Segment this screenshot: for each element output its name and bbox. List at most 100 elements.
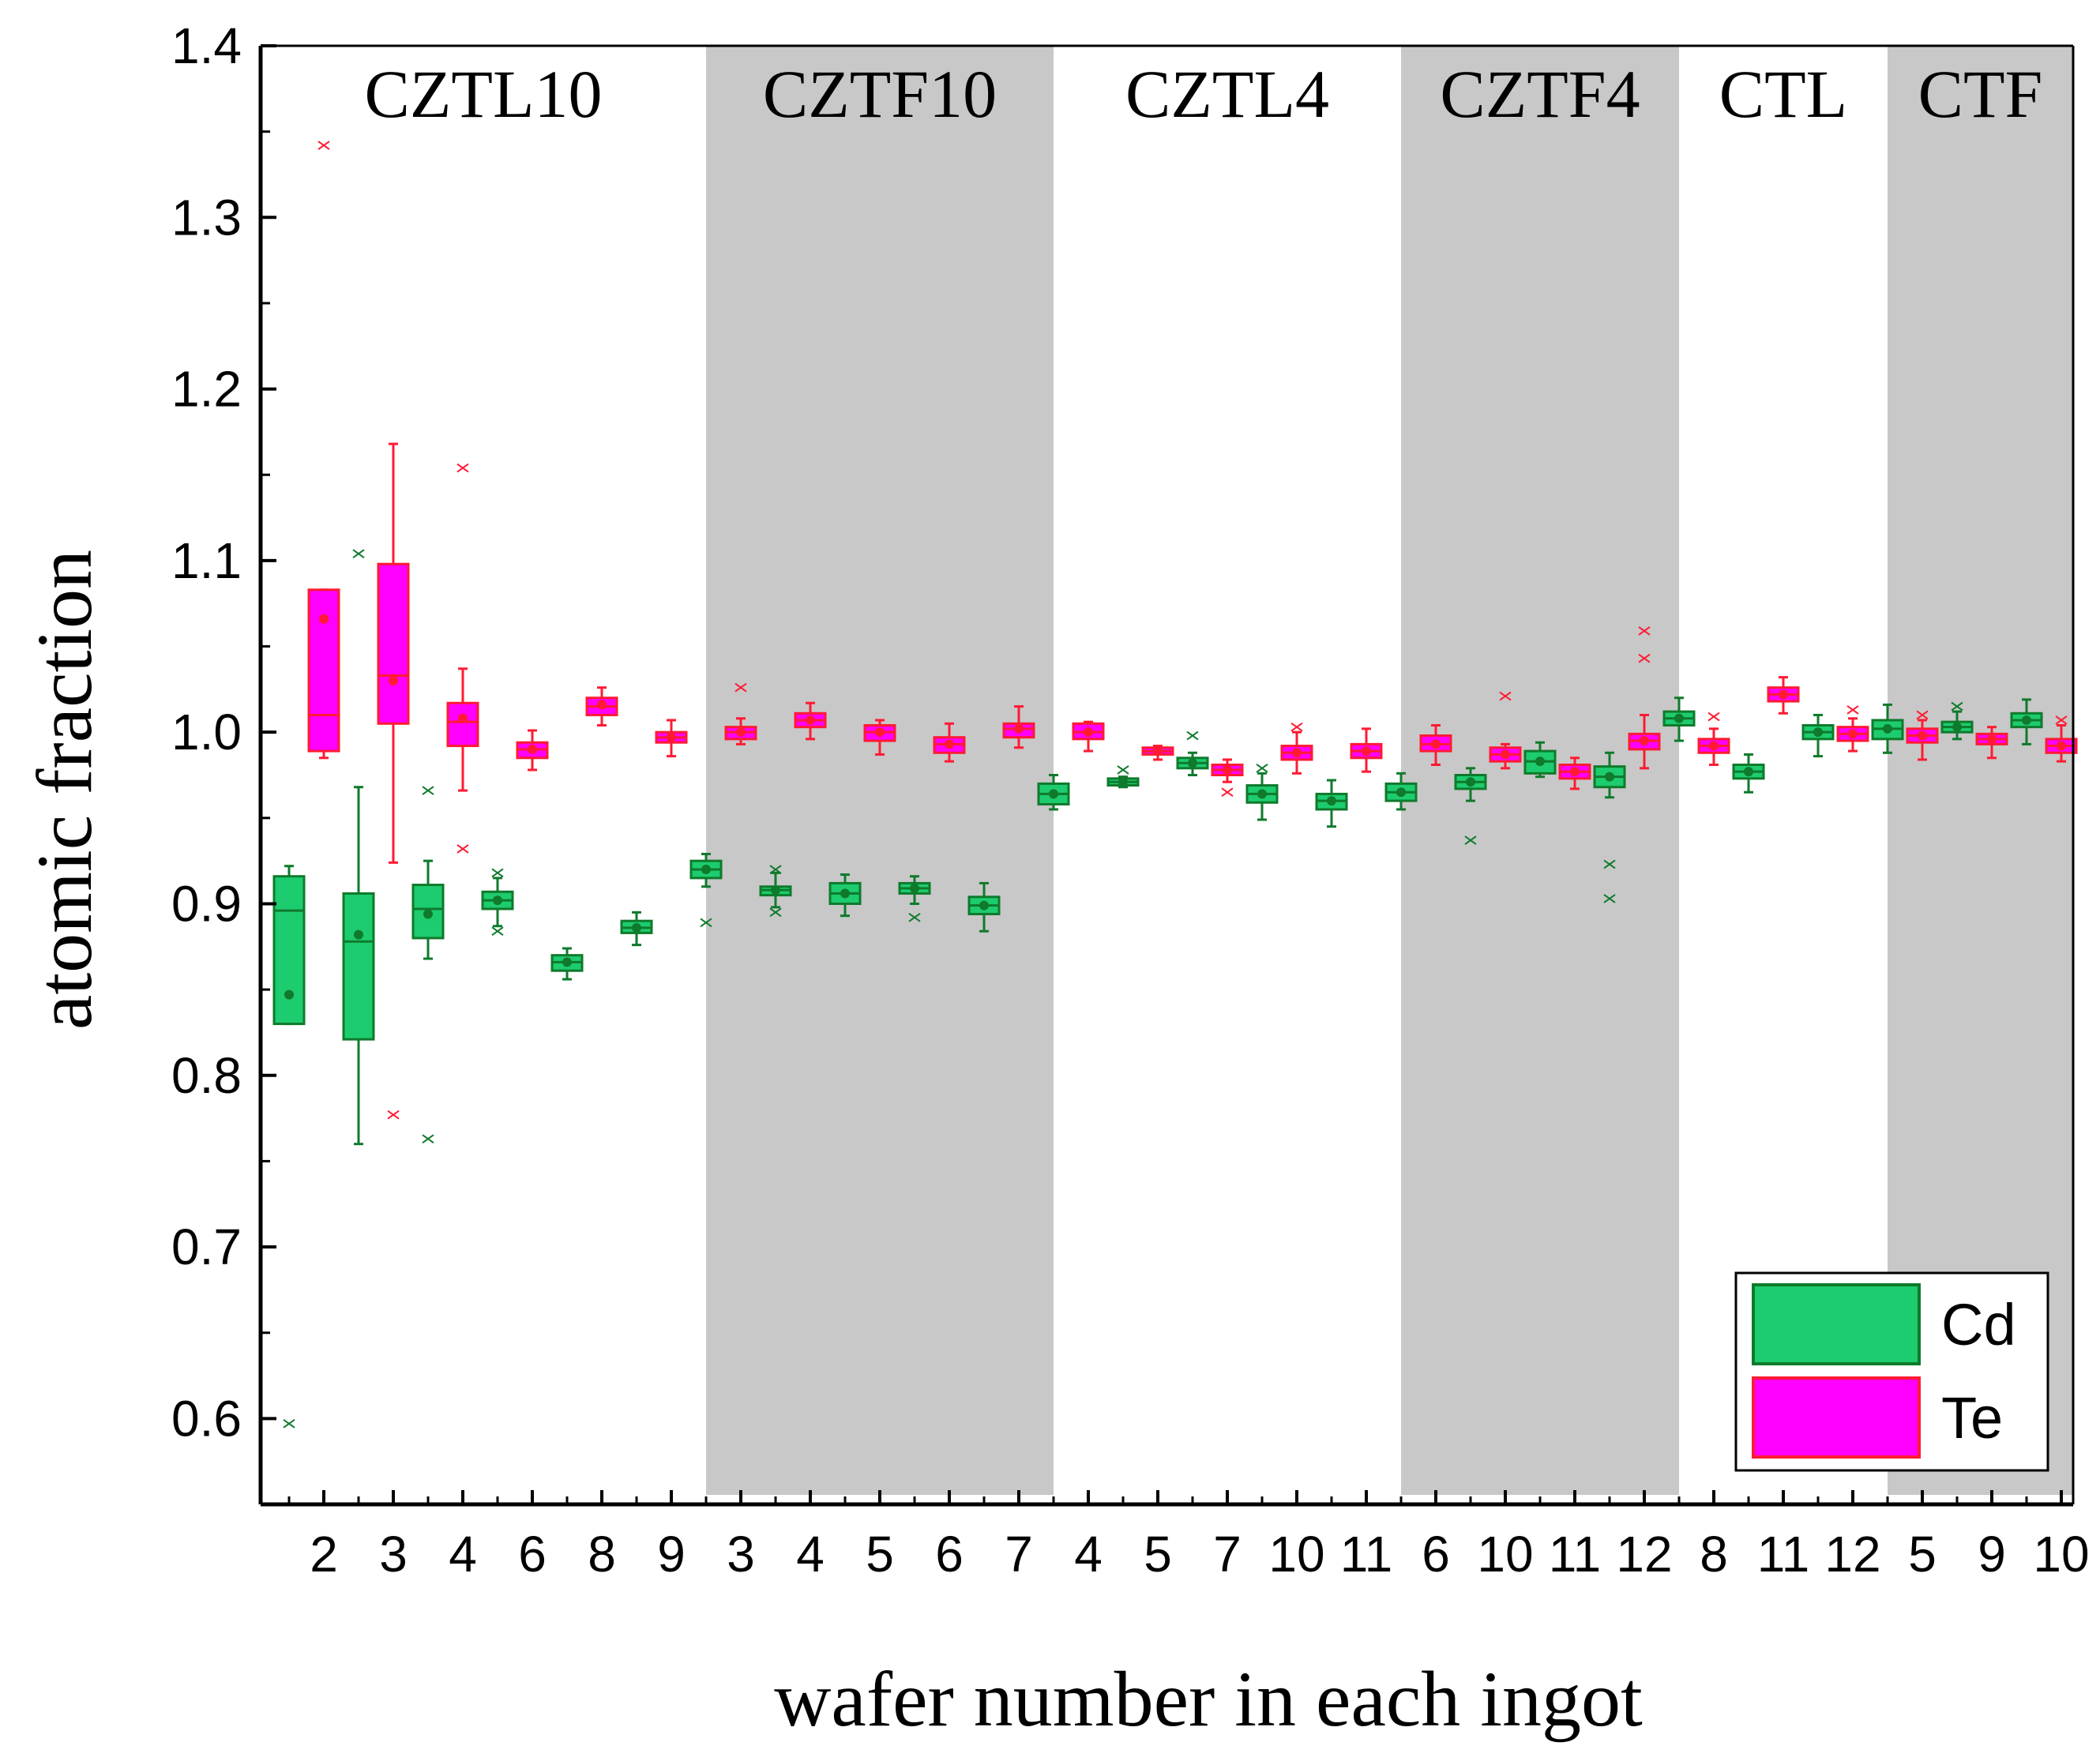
axes-layer [258, 44, 2075, 1507]
box-te-16 [1419, 723, 1452, 766]
mean-marker [910, 883, 919, 893]
y-tick-label: 0.9 [171, 875, 242, 932]
outlier-marker [491, 868, 504, 878]
x-tick-label: 6 [935, 1526, 964, 1583]
legend-swatch-te [1752, 1376, 1921, 1459]
outlier-marker [769, 907, 782, 918]
outlier-marker [1117, 765, 1129, 775]
x-tick-label: 8 [1700, 1526, 1728, 1583]
outlier-marker [456, 844, 469, 854]
mean-marker [1049, 789, 1058, 799]
mean-marker [1014, 723, 1024, 734]
mean-marker [1952, 722, 1962, 732]
legend-label-cd: Cd [1941, 1292, 2016, 1357]
mean-marker [1883, 723, 1892, 734]
mean-marker [354, 929, 363, 940]
box-cd-15 [1315, 779, 1348, 828]
group-label-cztl4: CZTL4 [1125, 56, 1329, 132]
outlier-marker [1464, 835, 1477, 845]
mean-marker [632, 922, 641, 933]
mean-marker [493, 896, 502, 906]
box-body [307, 588, 340, 753]
group-label-cztl10: CZTL10 [365, 56, 603, 132]
outlier-marker [2055, 715, 2068, 725]
mean-marker [389, 675, 398, 685]
mean-marker [1501, 749, 1510, 760]
x-tick-label: 4 [796, 1526, 825, 1583]
box-te-0 [307, 141, 340, 760]
mean-marker [979, 900, 989, 911]
outlier-marker [387, 1110, 400, 1120]
mean-marker [423, 909, 433, 919]
y-tick-label: 1.1 [171, 532, 242, 589]
box-body [446, 701, 479, 748]
mean-marker [284, 989, 294, 1000]
x-tick-label: 6 [1422, 1526, 1450, 1583]
mean-marker [1813, 727, 1823, 738]
box-cd-2 [411, 786, 445, 1143]
y-tick-label: 0.7 [171, 1218, 242, 1275]
box-cd-20 [1662, 697, 1696, 742]
x-tick-label: 5 [1144, 1526, 1172, 1583]
outlier-marker [769, 865, 782, 874]
group-label-cztf4: CZTF4 [1440, 56, 1640, 132]
x-tick-label: 11 [1549, 1526, 1601, 1583]
y-axis-title: atomic fraction [21, 550, 108, 1030]
legend: Cd Te [1734, 1271, 2049, 1472]
x-tick-label: 6 [518, 1526, 547, 1583]
box-te-12 [1141, 745, 1174, 761]
x-tick-label: 11 [1340, 1526, 1392, 1583]
box-te-20 [1697, 712, 1730, 766]
x-tick-label: 4 [449, 1526, 477, 1583]
box-cd-7 [759, 865, 792, 918]
group-label-cztf10: CZTF10 [763, 56, 997, 132]
box-cd-11 [1037, 774, 1070, 811]
group-label-ctl: CTL [1719, 56, 1847, 132]
x-tick-label: 4 [1074, 1526, 1103, 1583]
mean-marker [667, 732, 676, 742]
box-te-21 [1767, 676, 1800, 715]
box-cd-22 [1801, 713, 1835, 758]
mean-marker [1431, 739, 1441, 749]
outlier-marker [1221, 787, 1234, 798]
y-tick-label: 1.0 [171, 704, 242, 760]
box-te-14 [1280, 722, 1313, 775]
mean-marker [458, 713, 468, 723]
outlier-marker [456, 463, 469, 473]
legend-swatch-cd [1752, 1283, 1921, 1365]
mean-marker [1257, 789, 1267, 799]
box-cd-17 [1454, 767, 1487, 845]
box-te-8 [863, 719, 896, 756]
outlier-marker [352, 549, 365, 559]
y-tick-label: 1.3 [171, 189, 242, 246]
box-body [342, 892, 375, 1041]
mean-marker [1362, 746, 1371, 757]
x-tick-label: 9 [1978, 1526, 2006, 1583]
box-te-10 [1002, 705, 1035, 749]
box-te-9 [933, 722, 966, 763]
box-te-22 [1836, 705, 1869, 753]
y-tick-label: 0.6 [171, 1390, 242, 1447]
x-tick-label: 5 [866, 1526, 894, 1583]
box-te-1 [377, 442, 410, 1120]
mean-marker [1084, 727, 1093, 738]
x-tick-label: 9 [657, 1526, 686, 1583]
mean-marker [1987, 734, 1997, 744]
boxes-layer [272, 141, 2078, 1429]
group-band-ctf [1888, 46, 2073, 1495]
outlier-marker [491, 926, 504, 937]
mean-marker [736, 727, 746, 738]
box-cd-24 [1940, 701, 1974, 741]
mean-marker [1396, 787, 1406, 798]
mean-marker [1744, 767, 1753, 777]
mean-marker [1918, 730, 1927, 741]
outlier-marker [1951, 701, 1963, 712]
box-cd-0 [272, 865, 306, 1429]
mean-marker [1570, 767, 1580, 777]
box-cd-16 [1384, 772, 1418, 811]
box-cd-21 [1732, 753, 1765, 794]
box-cd-5 [620, 911, 653, 947]
box-te-13 [1211, 758, 1244, 798]
outlier-marker [1638, 626, 1651, 636]
